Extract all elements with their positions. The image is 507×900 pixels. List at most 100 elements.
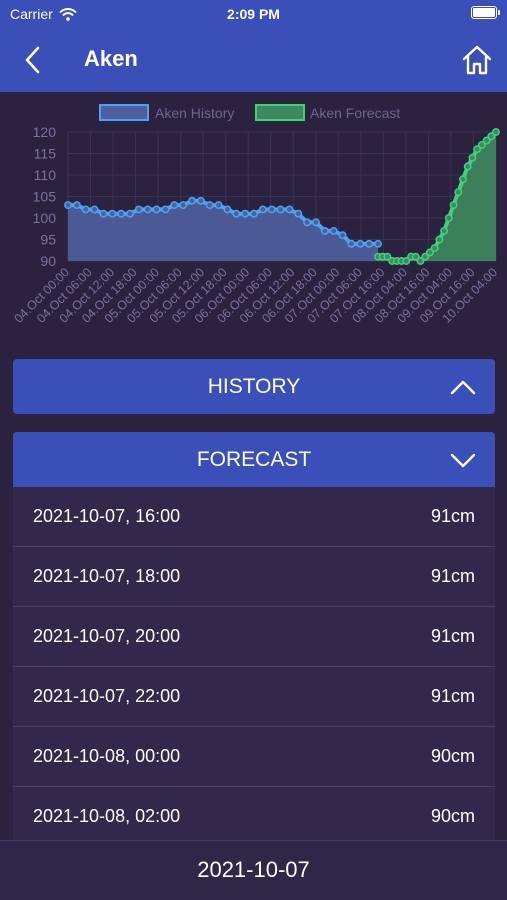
forecast-value: 91cm bbox=[430, 506, 475, 526]
data-point bbox=[117, 209, 126, 218]
data-point bbox=[492, 128, 500, 136]
legend-label: Aken History bbox=[155, 105, 234, 121]
date-selector[interactable]: 2021-10-07 bbox=[0, 840, 507, 900]
data-point bbox=[402, 257, 411, 265]
data-point bbox=[214, 201, 223, 210]
y-tick-label: 115 bbox=[34, 146, 57, 162]
water-level-chart: Aken History Aken Forecast 90 95 100 105 110 11… bbox=[0, 92, 507, 354]
data-point bbox=[365, 239, 374, 248]
data-point bbox=[487, 132, 496, 141]
data-point bbox=[126, 209, 134, 218]
list-item[interactable]: 2021-10-07, 16:00 91cm bbox=[13, 487, 495, 547]
data-point bbox=[267, 205, 276, 214]
navigation-bar: Aken bbox=[0, 28, 507, 92]
data-point bbox=[430, 244, 439, 253]
data-point bbox=[294, 209, 303, 218]
home-button[interactable] bbox=[459, 42, 495, 78]
data-point bbox=[188, 196, 196, 205]
legend-swatch bbox=[255, 104, 305, 121]
y-tick-label: 95 bbox=[40, 232, 56, 248]
status-carrier: Carrier bbox=[10, 6, 77, 22]
data-point bbox=[411, 252, 420, 261]
data-point bbox=[64, 201, 72, 210]
forecast-panel-header[interactable]: FORECAST bbox=[13, 432, 495, 487]
forecast-list: 2021-10-07, 16:00 91cm 2021-10-07, 18:00… bbox=[13, 487, 495, 847]
series-area bbox=[378, 132, 496, 261]
data-point bbox=[250, 209, 258, 218]
list-item[interactable]: 2021-10-07, 20:00 91cm bbox=[13, 607, 495, 667]
forecast-time: 2021-10-07, 18:00 bbox=[33, 566, 181, 586]
data-point bbox=[205, 201, 214, 210]
battery-icon bbox=[471, 6, 500, 19]
forecast-value: 91cm bbox=[430, 626, 475, 646]
data-point bbox=[161, 205, 170, 214]
data-point bbox=[108, 209, 117, 218]
data-point bbox=[347, 239, 356, 248]
data-point bbox=[468, 153, 477, 162]
data-point bbox=[90, 205, 99, 214]
history-label: HISTORY bbox=[207, 375, 301, 398]
data-point bbox=[223, 205, 232, 214]
data-point bbox=[152, 205, 161, 214]
selected-date: 2021-10-07 bbox=[197, 857, 310, 882]
data-point bbox=[143, 205, 152, 214]
home-icon bbox=[462, 45, 492, 75]
data-point bbox=[81, 205, 90, 214]
forecast-time: 2021-10-07, 16:00 bbox=[33, 506, 181, 526]
list-item[interactable]: 2021-10-08, 00:00 90cm bbox=[13, 727, 495, 787]
wifi-icon bbox=[59, 7, 77, 21]
data-point bbox=[477, 140, 486, 149]
data-point bbox=[421, 252, 430, 261]
status-bar: Carrier 2:09 PM bbox=[0, 0, 507, 28]
data-point bbox=[329, 226, 338, 235]
data-point bbox=[285, 205, 294, 214]
data-point bbox=[258, 205, 267, 214]
data-point bbox=[374, 239, 382, 248]
chevron-up-icon bbox=[450, 380, 476, 395]
legend-swatch bbox=[99, 104, 149, 121]
chevron-down-icon bbox=[450, 453, 476, 468]
data-point bbox=[356, 239, 365, 248]
data-point bbox=[312, 218, 320, 227]
forecast-time: 2021-10-07, 22:00 bbox=[33, 686, 181, 706]
data-point bbox=[482, 136, 491, 145]
list-item[interactable]: 2021-10-07, 22:00 91cm bbox=[13, 667, 495, 727]
data-point bbox=[179, 201, 188, 210]
forecast-value: 91cm bbox=[430, 566, 475, 586]
list-item[interactable]: 2021-10-08, 02:00 90cm bbox=[13, 787, 495, 847]
y-tick-label: 110 bbox=[34, 167, 57, 183]
data-point bbox=[134, 205, 143, 214]
history-panel-header[interactable]: HISTORY bbox=[13, 359, 495, 414]
data-point bbox=[459, 175, 467, 184]
data-point bbox=[449, 201, 458, 210]
forecast-label: FORECAST bbox=[196, 448, 312, 471]
data-point bbox=[425, 248, 434, 257]
data-point bbox=[416, 257, 425, 265]
forecast-value: 90cm bbox=[430, 746, 475, 766]
data-point bbox=[170, 201, 179, 210]
list-item[interactable]: 2021-10-07, 18:00 91cm bbox=[13, 547, 495, 607]
data-point bbox=[276, 205, 285, 214]
legend-label: Aken Forecast bbox=[310, 105, 400, 121]
forecast-value: 91cm bbox=[430, 686, 475, 706]
data-point bbox=[303, 218, 312, 227]
chart-canvas: Aken History Aken Forecast 90 95 100 105 110 11… bbox=[12, 104, 500, 326]
data-point bbox=[463, 162, 472, 171]
back-button[interactable] bbox=[16, 42, 52, 78]
forecast-time: 2021-10-07, 20:00 bbox=[33, 626, 181, 646]
carrier-label: Carrier bbox=[10, 6, 53, 22]
data-point bbox=[72, 201, 81, 210]
page-title: Aken bbox=[84, 46, 138, 71]
data-point bbox=[435, 235, 444, 244]
data-point bbox=[338, 231, 347, 240]
y-tick-label: 90 bbox=[40, 253, 56, 269]
status-time: 2:09 PM bbox=[227, 6, 280, 22]
data-point bbox=[232, 209, 241, 218]
forecast-value: 90cm bbox=[430, 806, 475, 826]
data-point bbox=[99, 209, 108, 218]
chevron-left-icon bbox=[25, 46, 40, 74]
y-tick-label: 105 bbox=[33, 189, 57, 205]
data-point bbox=[440, 226, 449, 235]
data-point bbox=[473, 145, 482, 154]
data-point bbox=[241, 209, 250, 218]
